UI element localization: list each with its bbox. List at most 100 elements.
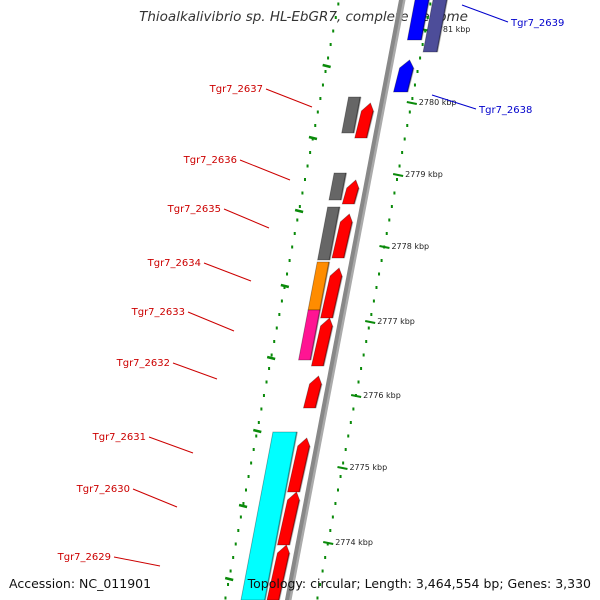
tick-dot bbox=[321, 83, 324, 87]
tick-dot bbox=[262, 394, 265, 397]
kbp-tick-label: 2774 kbp bbox=[335, 538, 373, 547]
tick-dot bbox=[324, 70, 327, 73]
tick-dot bbox=[344, 448, 347, 451]
gray-cds-block bbox=[317, 206, 341, 261]
reverse-gene-label: Tgr7_2637 bbox=[209, 84, 313, 108]
red-cds-arrow bbox=[287, 437, 311, 493]
gene-label-leader bbox=[132, 488, 178, 508]
tick-dot bbox=[227, 583, 230, 586]
topology-text: Topology: circular; Length: 3,464,554 bp… bbox=[247, 576, 591, 591]
red-cds-arrow bbox=[331, 213, 353, 259]
tick-dot bbox=[401, 151, 404, 154]
tick-dot bbox=[319, 97, 322, 100]
kbp-tick-mark bbox=[365, 320, 376, 324]
tick-dot bbox=[232, 556, 235, 559]
genome-backbone bbox=[284, 0, 406, 600]
reverse-gene-label: Tgr7_2634 bbox=[147, 258, 252, 282]
kbp-tick-label: 2780 kbp bbox=[419, 98, 457, 107]
tick-dot bbox=[327, 56, 330, 60]
tick-dot bbox=[273, 340, 276, 343]
tick-dot bbox=[336, 488, 339, 492]
red-cds-arrow-shade bbox=[365, 110, 375, 139]
gene-label-leader bbox=[187, 311, 235, 332]
tick-dot bbox=[413, 83, 416, 87]
tick-dot bbox=[316, 110, 319, 114]
tick-dot bbox=[403, 137, 406, 141]
gray-cds-block-shade bbox=[328, 206, 341, 261]
gene-label-leader bbox=[113, 556, 161, 567]
gene-label-text: Tgr7_2634 bbox=[147, 258, 201, 269]
tick-dot bbox=[255, 434, 258, 438]
backbone-line bbox=[284, 0, 404, 600]
tick-dot bbox=[296, 218, 299, 222]
kbp-tick-label: 2781 kbp bbox=[433, 25, 471, 34]
gray-cds-block-shade bbox=[340, 172, 348, 201]
magenta-cds-block-shade bbox=[309, 309, 322, 361]
kbp-tick-label: 2778 kbp bbox=[391, 242, 429, 251]
forward-gene-label: Tgr7_2638 bbox=[431, 94, 532, 116]
tick-dot bbox=[257, 421, 260, 424]
tick-dot bbox=[362, 353, 365, 357]
tick-dot bbox=[385, 232, 388, 235]
tick-dot bbox=[421, 43, 424, 46]
tick-dot bbox=[260, 407, 263, 411]
red-cds-arrow-shade bbox=[314, 383, 323, 409]
tick-dot bbox=[357, 380, 360, 384]
tick-dot bbox=[316, 596, 319, 600]
tick-dot bbox=[370, 313, 373, 316]
tick-dot bbox=[329, 43, 332, 46]
gene-label-text: Tgr7_2633 bbox=[131, 307, 185, 318]
reverse-gene-label: Tgr7_2631 bbox=[92, 432, 194, 454]
kbp-tick-mark bbox=[406, 101, 418, 105]
tick-dot bbox=[298, 205, 301, 208]
tick-dot bbox=[349, 421, 352, 424]
gene-label-leader bbox=[172, 362, 218, 380]
outer-dotted-ring bbox=[316, 2, 432, 600]
reverse-gene-label: Tgr7_2633 bbox=[131, 307, 235, 332]
red-cds-arrow-shade bbox=[298, 445, 311, 493]
reverse-gene-label: Tgr7_2636 bbox=[183, 155, 291, 181]
forward-gene-label: Tgr7_2639 bbox=[461, 4, 564, 29]
gene-label-text: Tgr7_2638 bbox=[478, 105, 532, 116]
inner-tick-mark bbox=[266, 355, 276, 361]
tick-dot bbox=[301, 191, 304, 195]
inner-dotted-ring bbox=[224, 2, 340, 600]
tick-dot bbox=[324, 556, 327, 559]
blue-cds-arrow-shade bbox=[406, 67, 415, 93]
tick-dot bbox=[411, 97, 414, 100]
tick-dot bbox=[365, 340, 368, 343]
red-cds-arrow bbox=[354, 102, 374, 139]
tick-dot bbox=[283, 286, 286, 289]
tick-dot bbox=[419, 56, 422, 60]
tick-dot bbox=[242, 502, 245, 505]
red-cds-arrow bbox=[310, 317, 333, 367]
tick-dot bbox=[329, 529, 332, 532]
tick-dot bbox=[426, 16, 429, 19]
tick-dot bbox=[234, 542, 237, 546]
red-cds-arrow bbox=[266, 544, 290, 600]
gray-cds-block-shade bbox=[352, 96, 362, 134]
tick-dot bbox=[229, 569, 232, 573]
tick-dot bbox=[291, 245, 294, 249]
tick-dot bbox=[237, 529, 240, 532]
tick-dot bbox=[314, 124, 317, 127]
blue-cds-arrow bbox=[406, 0, 430, 41]
reverse-gene-label: Tgr7_2635 bbox=[167, 204, 270, 229]
red-cds-arrow bbox=[276, 491, 300, 546]
tick-dot bbox=[416, 70, 419, 73]
tick-dot bbox=[334, 502, 337, 505]
kbp-tick-mark bbox=[337, 466, 348, 470]
red-cds-arrow-shade bbox=[343, 221, 354, 259]
red-cds-arrow bbox=[302, 375, 322, 409]
gene-label-leader bbox=[148, 436, 194, 454]
red-cds-arrow-shade bbox=[322, 325, 334, 367]
tick-dot bbox=[250, 461, 253, 465]
reverse-gene-label: Tgr7_2632 bbox=[116, 358, 218, 380]
inner-tick-mark bbox=[280, 283, 290, 289]
tick-dot bbox=[306, 164, 309, 168]
tick-dot bbox=[367, 326, 370, 330]
cyan-cds-block-shade bbox=[264, 431, 298, 600]
inner-tick-mark bbox=[252, 428, 262, 434]
inner-tick-mark bbox=[224, 576, 234, 582]
